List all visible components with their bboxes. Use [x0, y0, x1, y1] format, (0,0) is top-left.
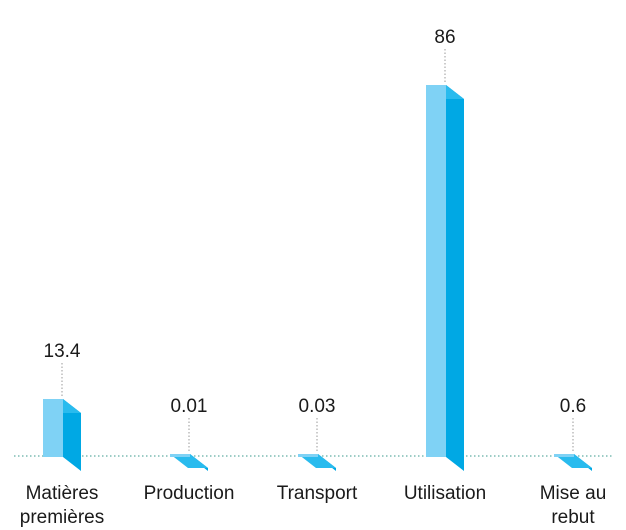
- bar-front: [170, 454, 190, 457]
- bar-front: [554, 454, 574, 457]
- bar-5: [554, 454, 592, 471]
- bar-top: [298, 454, 336, 468]
- value-label: 0.01: [171, 396, 208, 417]
- category-label: Production: [144, 483, 235, 504]
- category-label: Matières: [26, 483, 99, 504]
- bar-side: [446, 85, 464, 471]
- value-label: 0.6: [560, 396, 586, 417]
- bar-top: [170, 454, 208, 468]
- bar-3: [298, 454, 336, 471]
- category-label: Mise au: [540, 483, 607, 504]
- bar-2: [170, 454, 208, 471]
- bar-4: [426, 85, 464, 471]
- bar-1: [43, 399, 81, 471]
- bar-top: [554, 454, 592, 468]
- category-label: Transport: [277, 483, 358, 504]
- bar-side: [63, 399, 81, 471]
- bar-front: [298, 454, 318, 457]
- bar-front: [43, 399, 63, 457]
- value-label: 13.4: [44, 341, 81, 362]
- value-label: 86: [434, 27, 455, 48]
- category-label: Utilisation: [404, 483, 486, 504]
- bar-front: [426, 85, 446, 457]
- category-label: rebut: [551, 507, 595, 528]
- value-label: 0.03: [299, 396, 336, 417]
- category-label: premières: [20, 507, 104, 528]
